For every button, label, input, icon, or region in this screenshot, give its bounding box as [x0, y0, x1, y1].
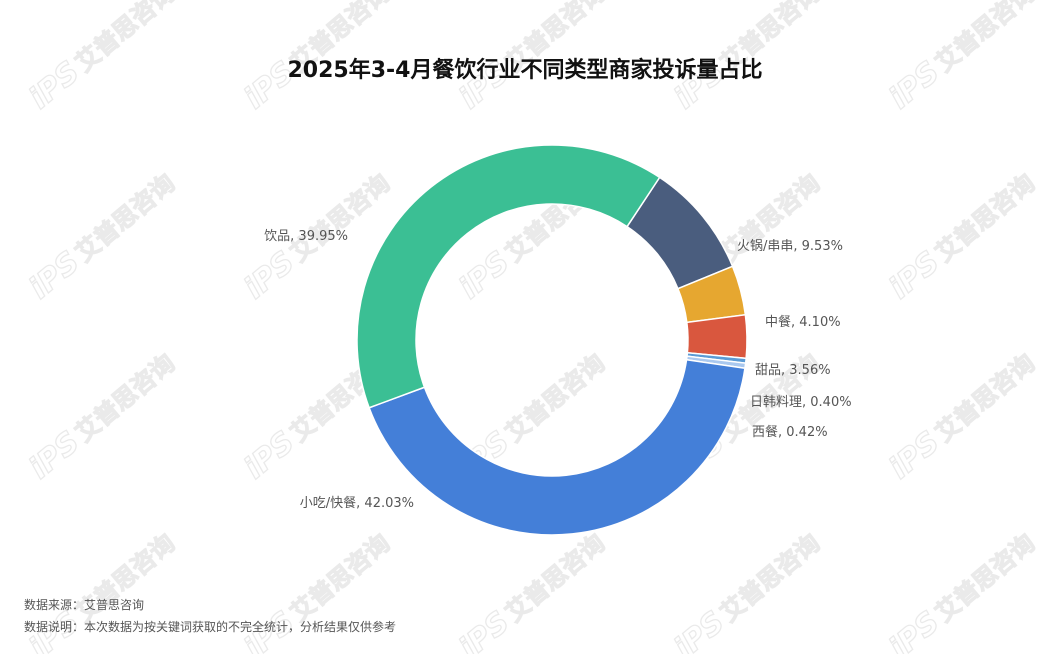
- slice-label-1: 火锅/串串, 9.53%: [737, 238, 843, 254]
- svg-text:艾普思咨询: 艾普思咨询: [930, 529, 1040, 628]
- slice-labels: 火锅/串串, 9.53% 中餐, 4.10% 甜品, 3.56% 日韩料理, 0.40…: [264, 229, 851, 511]
- slice-label-7: 饮品, 39.95%: [264, 229, 348, 244]
- svg-text:艾普思咨询: 艾普思咨询: [715, 529, 825, 628]
- svg-text:艾普思咨询: 艾普思咨询: [70, 349, 180, 448]
- chart-title: 2025年3-4月餐饮行业不同类型商家投诉量占比: [287, 58, 763, 83]
- slice-label-6: 小吃/快餐, 42.03%: [300, 495, 414, 511]
- svg-text:艾普思咨询: 艾普思咨询: [930, 349, 1040, 448]
- svg-text:艾普思咨询: 艾普思咨询: [285, 529, 395, 628]
- data-note: 数据说明：本次数据为按关键词获取的不完全统计，分析结果仅供参考: [24, 620, 397, 634]
- slice-label-3: 甜品, 3.56%: [755, 362, 831, 378]
- data-source: 数据来源：艾普思咨询: [24, 598, 145, 612]
- svg-text:艾普思咨询: 艾普思咨询: [500, 529, 610, 628]
- slice-3: [686, 313, 748, 360]
- slice-label-5: 西餐, 0.42%: [752, 424, 828, 440]
- slice-label-4: 日韩料理, 0.40%: [750, 395, 852, 410]
- svg-text:艾普思咨询: 艾普思咨询: [930, 169, 1040, 268]
- slice-7: [356, 144, 661, 409]
- slice-6: [368, 358, 746, 536]
- svg-text:艾普思咨询: 艾普思咨询: [500, 349, 610, 448]
- slice-label-2: 中餐, 4.10%: [765, 314, 841, 330]
- donut-slices: [356, 144, 748, 536]
- svg-text:艾普思咨询: 艾普思咨询: [70, 169, 180, 268]
